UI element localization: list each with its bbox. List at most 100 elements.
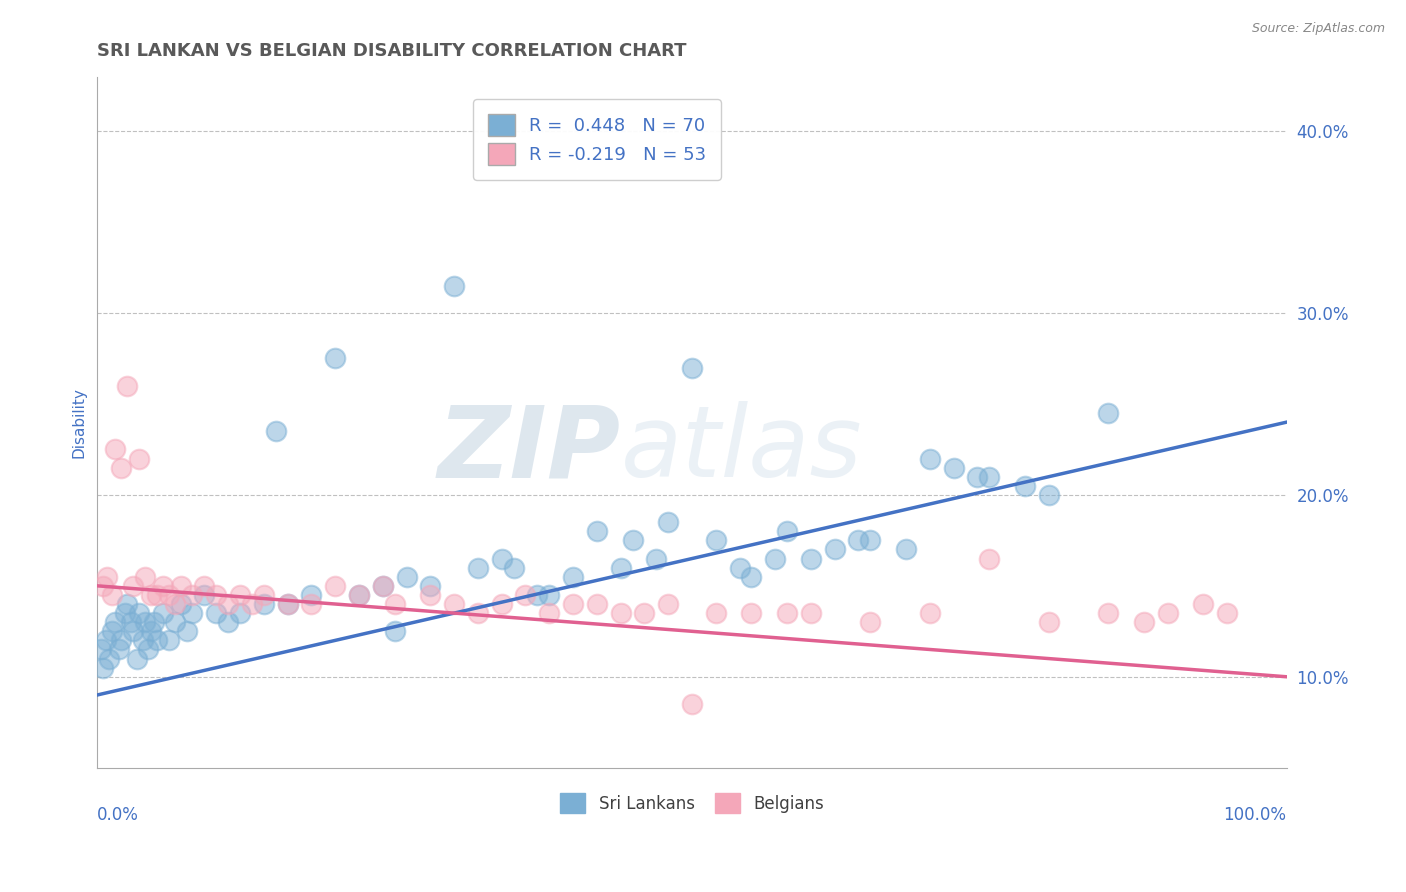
- Point: [1038, 488, 1060, 502]
- Text: ZIP: ZIP: [437, 401, 620, 499]
- Point: [176, 624, 198, 639]
- Point: [229, 606, 252, 620]
- Point: [894, 542, 917, 557]
- Point: [115, 597, 138, 611]
- Point: [146, 633, 169, 648]
- Point: [253, 588, 276, 602]
- Point: [467, 560, 489, 574]
- Point: [143, 615, 166, 630]
- Point: [633, 606, 655, 620]
- Point: [371, 579, 394, 593]
- Point: [264, 424, 287, 438]
- Point: [395, 570, 418, 584]
- Point: [163, 597, 186, 611]
- Point: [114, 606, 136, 620]
- Point: [217, 615, 239, 630]
- Point: [96, 570, 118, 584]
- Point: [657, 597, 679, 611]
- Point: [146, 588, 169, 602]
- Point: [1192, 597, 1215, 611]
- Point: [800, 606, 823, 620]
- Point: [443, 278, 465, 293]
- Point: [104, 442, 127, 457]
- Point: [848, 533, 870, 548]
- Point: [169, 597, 191, 611]
- Point: [538, 606, 561, 620]
- Point: [645, 551, 668, 566]
- Text: 100.0%: 100.0%: [1223, 805, 1286, 823]
- Point: [139, 624, 162, 639]
- Point: [859, 533, 882, 548]
- Text: 0.0%: 0.0%: [97, 805, 139, 823]
- Point: [299, 597, 322, 611]
- Point: [157, 633, 180, 648]
- Point: [181, 606, 204, 620]
- Point: [585, 597, 607, 611]
- Point: [240, 597, 263, 611]
- Point: [110, 633, 132, 648]
- Point: [776, 524, 799, 539]
- Point: [134, 570, 156, 584]
- Point: [277, 597, 299, 611]
- Y-axis label: Disability: Disability: [72, 387, 86, 458]
- Point: [515, 588, 537, 602]
- Point: [139, 588, 162, 602]
- Point: [467, 606, 489, 620]
- Point: [122, 624, 145, 639]
- Point: [621, 533, 644, 548]
- Point: [323, 579, 346, 593]
- Point: [115, 378, 138, 392]
- Text: Source: ZipAtlas.com: Source: ZipAtlas.com: [1251, 22, 1385, 36]
- Point: [704, 533, 727, 548]
- Point: [942, 460, 965, 475]
- Point: [502, 560, 524, 574]
- Point: [110, 460, 132, 475]
- Text: atlas: atlas: [620, 401, 862, 499]
- Point: [152, 579, 174, 593]
- Point: [217, 597, 239, 611]
- Point: [253, 597, 276, 611]
- Point: [205, 606, 228, 620]
- Point: [277, 597, 299, 611]
- Point: [157, 588, 180, 602]
- Point: [538, 588, 561, 602]
- Point: [347, 588, 370, 602]
- Point: [491, 597, 513, 611]
- Point: [740, 570, 762, 584]
- Point: [918, 451, 941, 466]
- Point: [134, 615, 156, 630]
- Point: [585, 524, 607, 539]
- Point: [152, 606, 174, 620]
- Point: [181, 588, 204, 602]
- Point: [609, 606, 631, 620]
- Point: [100, 624, 122, 639]
- Point: [1133, 615, 1156, 630]
- Point: [763, 551, 786, 566]
- Point: [384, 597, 406, 611]
- Point: [1097, 406, 1119, 420]
- Point: [193, 579, 215, 593]
- Point: [125, 651, 148, 665]
- Point: [371, 579, 394, 593]
- Point: [740, 606, 762, 620]
- Point: [107, 642, 129, 657]
- Point: [1156, 606, 1178, 620]
- Point: [94, 633, 117, 648]
- Point: [419, 579, 441, 593]
- Point: [859, 615, 882, 630]
- Point: [704, 606, 727, 620]
- Legend: Sri Lankans, Belgians: Sri Lankans, Belgians: [553, 785, 832, 822]
- Point: [98, 651, 121, 665]
- Point: [1038, 615, 1060, 630]
- Point: [800, 551, 823, 566]
- Point: [419, 588, 441, 602]
- Point: [966, 469, 988, 483]
- Point: [979, 469, 1001, 483]
- Point: [100, 588, 122, 602]
- Point: [131, 633, 153, 648]
- Point: [681, 360, 703, 375]
- Point: [443, 597, 465, 611]
- Point: [526, 588, 548, 602]
- Point: [138, 642, 160, 657]
- Point: [205, 588, 228, 602]
